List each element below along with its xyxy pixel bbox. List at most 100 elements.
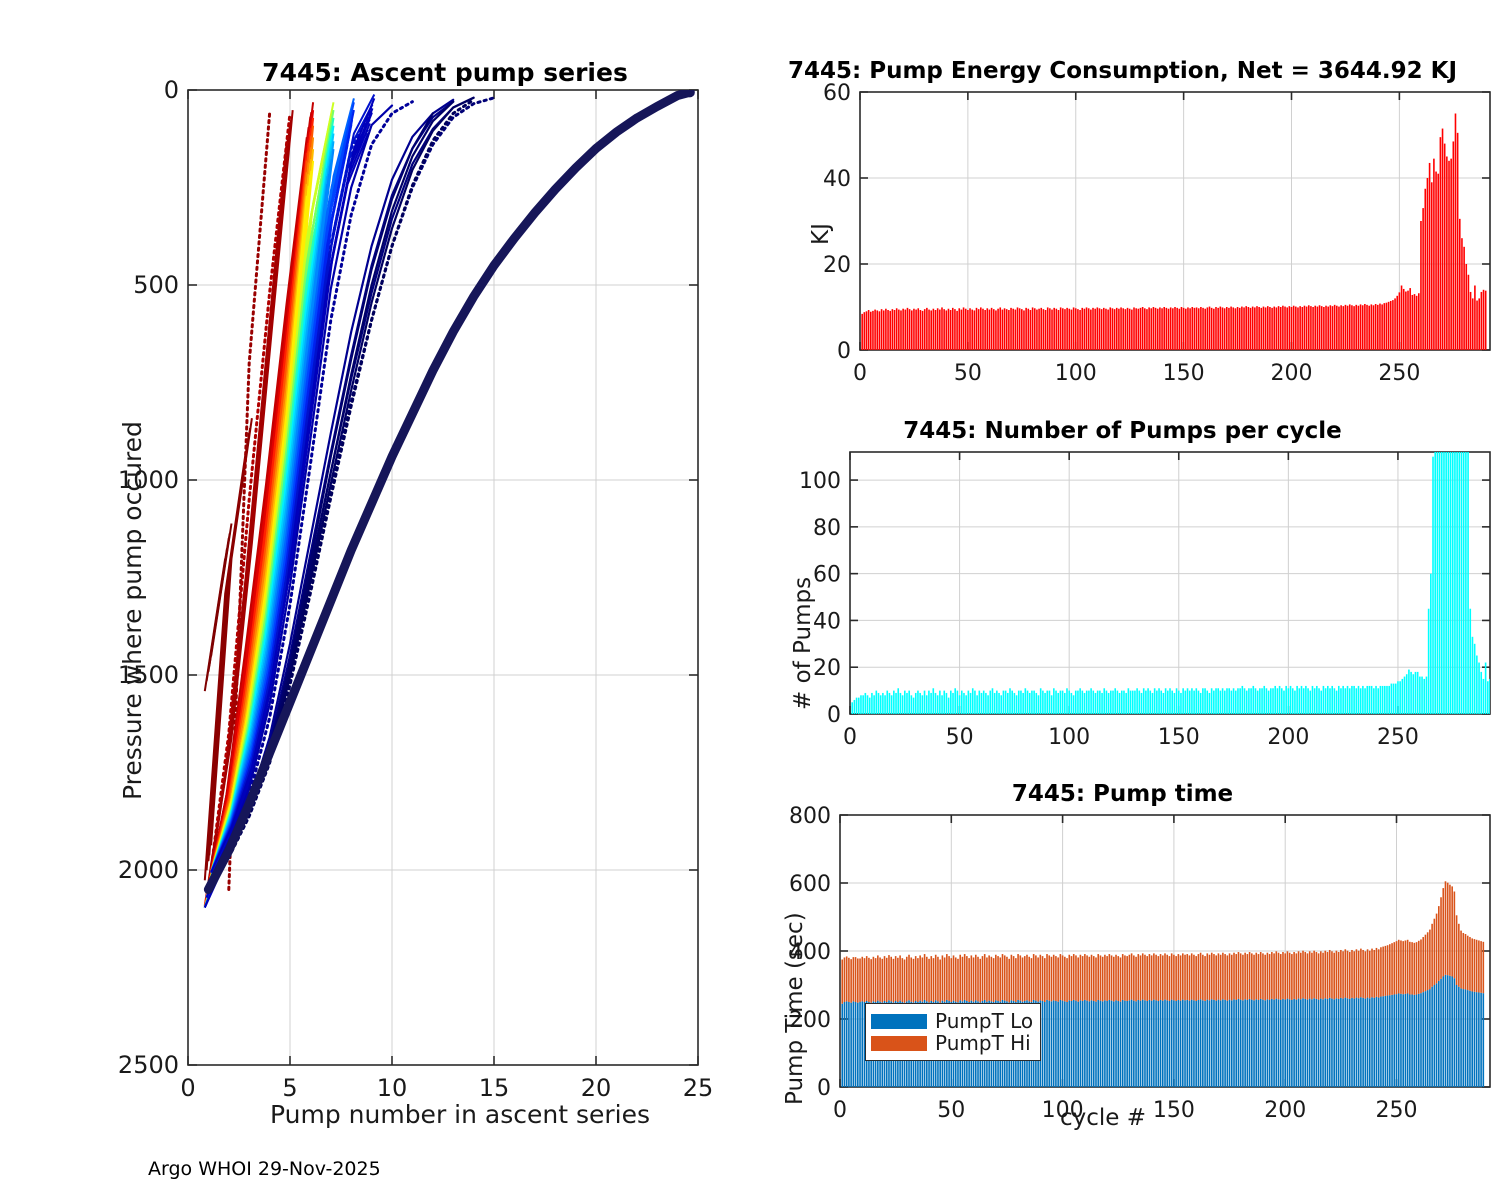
- panel-pump-energy: 7445: Pump Energy Consumption, Net = 364…: [740, 0, 1500, 400]
- bar-PumpT Hi: [1415, 942, 1418, 995]
- bar-pump-energy-consumption: [926, 307, 928, 350]
- tick-label-x: 5: [282, 1074, 297, 1102]
- bar-PumpT Lo: [1422, 992, 1425, 1087]
- bar-PumpT Hi: [1368, 950, 1371, 999]
- bar-number-of-pumps-per-cycle: [1289, 685, 1292, 714]
- bar-pump-energy-consumption: [1040, 307, 1043, 350]
- bar-PumpT Hi: [1168, 956, 1171, 1001]
- bar-PumpT Hi: [1291, 954, 1293, 1000]
- bar-PumpT Hi: [1106, 956, 1108, 1001]
- bar-PumpT Hi: [1217, 953, 1220, 1000]
- bar-PumpT Hi: [1108, 954, 1111, 1000]
- bar-PumpT Lo: [1255, 999, 1258, 1087]
- bar-PumpT Hi: [979, 958, 982, 1003]
- bar-number-of-pumps-per-cycle: [903, 690, 906, 714]
- bar-PumpT Hi: [992, 958, 995, 1002]
- bar-pump-energy-consumption: [1156, 308, 1159, 350]
- bar-number-of-pumps-per-cycle: [1285, 685, 1287, 714]
- bar-pump-energy-consumption: [1273, 306, 1276, 350]
- bar-PumpT Lo: [1438, 980, 1440, 1087]
- bar-PumpT Hi: [1219, 954, 1222, 1001]
- bar-PumpT Hi: [1226, 955, 1229, 1001]
- bar-pump-energy-consumption: [1260, 307, 1263, 350]
- bar-PumpT Hi: [1417, 940, 1420, 994]
- bar-number-of-pumps-per-cycle: [1123, 690, 1125, 714]
- bar-pump-energy-consumption: [1368, 305, 1370, 350]
- bar-number-of-pumps-per-cycle: [1147, 688, 1149, 714]
- bar-pump-energy-consumption: [1340, 305, 1342, 350]
- bar-PumpT Hi: [939, 959, 941, 1003]
- bar-pump-energy-consumption: [861, 313, 863, 350]
- bar-number-of-pumps-per-cycle: [1311, 685, 1314, 714]
- bar-PumpT Lo: [1364, 998, 1367, 1087]
- bar-PumpT Lo: [1328, 997, 1331, 1087]
- bar-PumpT Hi: [1202, 954, 1204, 1001]
- plot-pump-energy[interactable]: 0 50 100 150 200 250 0 20 40 60: [740, 0, 1500, 400]
- bar-number-of-pumps-per-cycle: [1298, 688, 1301, 714]
- bar-PumpT Hi: [863, 958, 866, 1002]
- legend-pump-time[interactable]: PumpT Lo PumpT Hi: [865, 1003, 1041, 1061]
- plot-ascent-pump-series[interactable]: 0 5 10 15 20 25 0 500 1000 1500 2000 2500: [0, 0, 740, 1200]
- bar-PumpT Lo: [1170, 999, 1173, 1087]
- bar-number-of-pumps-per-cycle: [1331, 685, 1333, 714]
- bar-PumpT Hi: [1420, 939, 1422, 994]
- bar-number-of-pumps-per-cycle: [1346, 685, 1349, 714]
- bar-PumpT Lo: [1202, 1000, 1204, 1087]
- tick-label-y: 600: [789, 872, 831, 897]
- bar-PumpT Hi: [1150, 955, 1153, 1001]
- bar-PumpT Lo: [1360, 997, 1362, 1087]
- bar-pump-energy-consumption: [1463, 246, 1465, 350]
- bar-PumpT Lo: [841, 1003, 844, 1087]
- bar-PumpT Lo: [857, 1002, 859, 1087]
- bar-PumpT Lo: [1337, 998, 1340, 1087]
- bar-PumpT Hi: [852, 957, 855, 1002]
- bar-number-of-pumps-per-cycle: [982, 690, 985, 714]
- bar-number-of-pumps-per-cycle: [1013, 692, 1016, 714]
- bar-pump-energy-consumption: [1172, 308, 1174, 350]
- bar-number-of-pumps-per-cycle: [1188, 690, 1191, 714]
- bar-number-of-pumps-per-cycle: [1219, 690, 1222, 714]
- bar-number-of-pumps-per-cycle: [1131, 690, 1134, 714]
- bar-pump-energy-consumption: [1169, 307, 1172, 350]
- bar-number-of-pumps-per-cycle: [1228, 688, 1230, 714]
- bar-pump-energy-consumption: [1208, 306, 1211, 350]
- legend-entry-pumpt-lo[interactable]: PumpT Lo: [871, 1010, 1034, 1032]
- bar-pump-energy-consumption: [956, 310, 958, 350]
- bar-PumpT Hi: [983, 954, 986, 1000]
- bar-PumpT Lo: [1317, 999, 1320, 1087]
- bar-PumpT Lo: [1061, 1000, 1064, 1087]
- bar-PumpT Hi: [974, 954, 977, 1001]
- bar-PumpT Hi: [1409, 941, 1411, 995]
- bar-number-of-pumps-per-cycle: [1000, 695, 1003, 714]
- bar-PumpT Lo: [1070, 1000, 1073, 1087]
- bar-PumpT Hi: [1224, 954, 1226, 1000]
- bar-pump-energy-consumption: [1329, 305, 1332, 350]
- bar-number-of-pumps-per-cycle: [1327, 685, 1329, 714]
- bar-pump-energy-consumption: [1407, 290, 1409, 350]
- legend-entry-pumpt-hi[interactable]: PumpT Hi: [871, 1032, 1034, 1054]
- bar-number-of-pumps-per-cycle: [1068, 690, 1070, 714]
- bar-pump-energy-consumption: [1372, 305, 1375, 350]
- plot-pump-time[interactable]: 0 50 100 150 200 250 0 200 400 600 800: [740, 775, 1500, 1155]
- bar-PumpT Lo: [1304, 998, 1307, 1087]
- bar-pump-energy-consumption: [917, 308, 920, 350]
- bar-PumpT Lo: [1288, 999, 1291, 1087]
- tick-label-x: 100: [1055, 361, 1097, 386]
- bar-pump-energy-consumption: [1113, 309, 1116, 350]
- bar-number-of-pumps-per-cycle: [1105, 690, 1108, 714]
- bar-PumpT Hi: [1469, 937, 1471, 991]
- bar-PumpT Lo: [1159, 999, 1162, 1087]
- bar-PumpT Lo: [1157, 1000, 1160, 1087]
- bar-PumpT Hi: [859, 958, 861, 1002]
- plot-number-of-pumps[interactable]: 0 50 100 150 200 250 0 20 40 60 80 100: [740, 400, 1500, 775]
- bar-number-of-pumps-per-cycle: [1206, 690, 1209, 714]
- bar-pump-energy-consumption: [1409, 288, 1411, 350]
- bar-pump-energy-consumption: [889, 310, 892, 350]
- bar-PumpT Hi: [1242, 954, 1244, 1001]
- bar-pump-energy-consumption: [1469, 291, 1472, 350]
- bar-PumpT Hi: [1317, 953, 1320, 1000]
- bar-number-of-pumps-per-cycle: [1362, 685, 1364, 714]
- bar-PumpT Hi: [1050, 956, 1053, 1002]
- bar-number-of-pumps-per-cycle: [921, 695, 924, 714]
- bar-pump-energy-consumption: [1422, 208, 1424, 350]
